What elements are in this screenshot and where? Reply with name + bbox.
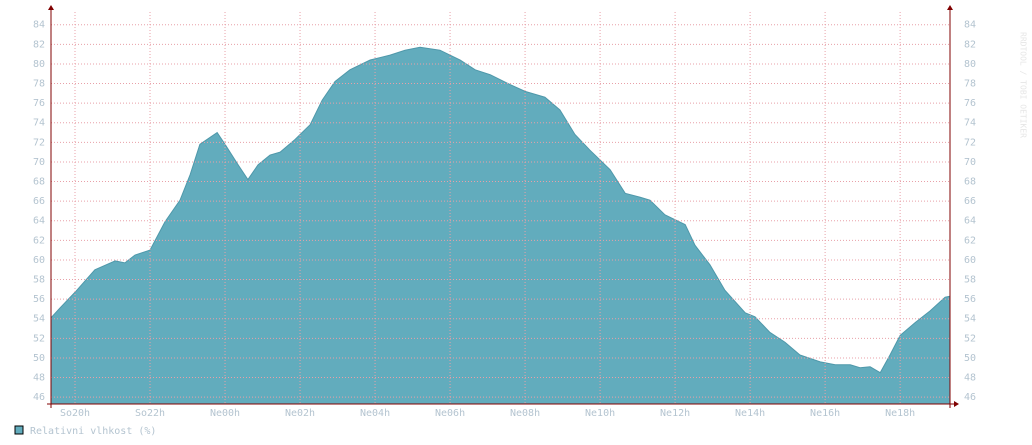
y2-tick-label: 66 [964,196,976,207]
x-tick-label: So20h [60,408,90,419]
y2-tick-label: 46 [964,392,976,403]
y-tick-label: 74 [33,118,45,129]
y-tick-label: 80 [33,59,45,70]
y-tick-label: 54 [33,314,45,325]
y-tick-label: 70 [33,157,45,168]
y-tick-label: 72 [33,137,45,148]
x-tick-label: Ne14h [735,408,765,419]
y2-tick-label: 80 [964,59,976,70]
y-tick-label: 56 [33,294,45,305]
y-tick-label: 68 [33,177,45,188]
y-tick-label: 50 [33,353,45,364]
y2-tick-label: 76 [964,98,976,109]
y2-tick-label: 68 [964,177,976,188]
y-tick-label: 64 [33,216,45,227]
y-tick-label: 82 [33,39,45,50]
y2-tick-label: 70 [964,157,976,168]
legend-swatch [14,425,24,435]
y2-tick-label: 74 [964,118,976,129]
watermark: RRDTOOL / TOBI OETIKER [1019,32,1028,138]
axis-arrow [48,5,54,10]
y2-tick-label: 56 [964,294,976,305]
y-tick-label: 58 [33,275,45,286]
y2-tick-label: 64 [964,216,976,227]
y-tick-label: 52 [33,333,45,344]
x-tick-label: So22h [135,408,165,419]
y2-tick-label: 84 [964,20,976,31]
y-tick-label: 76 [33,98,45,109]
y2-tick-label: 62 [964,235,976,246]
x-tick-label: Ne00h [210,408,240,419]
y2-tick-label: 52 [964,333,976,344]
y2-tick-label: 50 [964,353,976,364]
area [50,46,951,405]
y-tick-label: 48 [33,373,45,384]
y2-tick-label: 72 [964,137,976,148]
y2-tick-label: 60 [964,255,976,266]
y2-tick-label: 54 [964,314,976,325]
y-tick-label: 78 [33,79,45,90]
y2-tick-label: 58 [964,275,976,286]
y-tick-label: 46 [33,392,45,403]
x-tick-label: Ne06h [435,408,465,419]
y-tick-label: 60 [33,255,45,266]
axis-arrow [947,5,953,10]
x-tick-label: Ne04h [360,408,390,419]
x-tick-label: Ne12h [660,408,690,419]
y2-tick-label: 82 [964,39,976,50]
axis-arrow [954,401,959,407]
y-tick-label: 66 [33,196,45,207]
y-tick-label: 84 [33,20,45,31]
y2-tick-label: 78 [964,79,976,90]
x-tick-label: Ne16h [810,408,840,419]
x-tick-label: Ne08h [510,408,540,419]
x-tick-label: Ne18h [885,408,915,419]
y2-tick-label: 48 [964,373,976,384]
x-tick-label: Ne10h [585,408,615,419]
y-tick-label: 62 [33,235,45,246]
legend-label: Relativni vlhkost (%) [30,426,156,437]
x-tick-label: Ne02h [285,408,315,419]
